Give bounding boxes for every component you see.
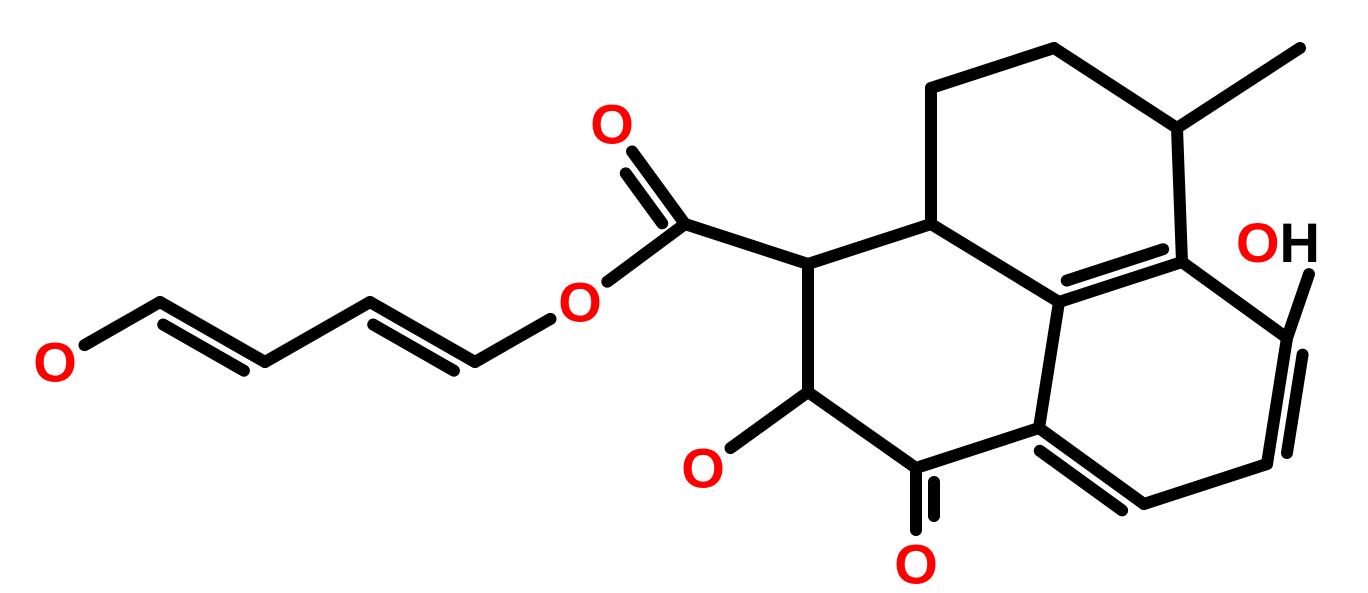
oxygen-label: O — [894, 533, 938, 593]
oxygen-label: O — [33, 331, 77, 394]
oxygen-label: O — [681, 437, 725, 500]
oxygen-label: O — [558, 271, 602, 334]
oxygen-label: OH — [1236, 211, 1320, 274]
molecule-diagram: O O O O O OH — [0, 0, 1368, 593]
oxygen-label: O — [590, 93, 634, 156]
